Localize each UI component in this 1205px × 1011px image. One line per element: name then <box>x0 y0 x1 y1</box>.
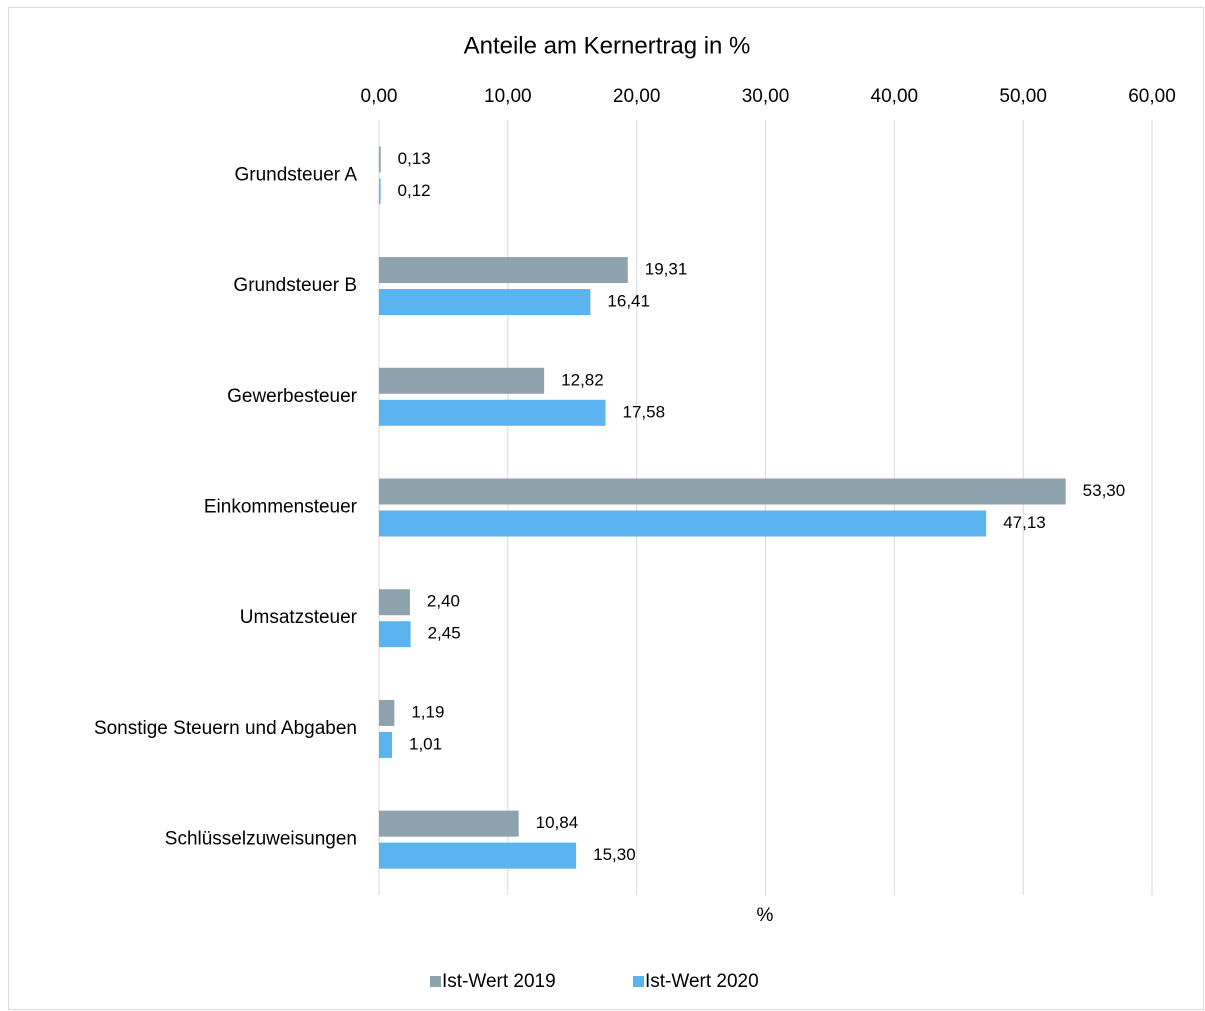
x-tick-label: 30,00 <box>742 86 790 107</box>
bar <box>379 842 577 869</box>
bar <box>379 810 519 837</box>
chart-border <box>8 7 1204 1010</box>
bar <box>379 731 393 758</box>
x-tick-label: 10,00 <box>484 86 532 107</box>
bar <box>379 510 987 537</box>
data-label: 53,30 <box>1083 481 1126 500</box>
bar <box>379 621 411 648</box>
y-tick-label: Gewerbesteuer <box>227 386 358 407</box>
legend-swatch <box>633 976 644 987</box>
x-axis-label: % <box>757 905 774 926</box>
data-label: 16,41 <box>607 292 650 311</box>
y-tick-label: Umsatzsteuer <box>240 607 358 628</box>
bar <box>379 478 1066 505</box>
data-label: 1,01 <box>409 734 442 753</box>
legend-swatch <box>430 976 441 987</box>
data-label: 19,31 <box>645 260 688 279</box>
bar <box>379 589 410 616</box>
bar <box>379 146 381 173</box>
data-label: 1,19 <box>411 702 444 721</box>
x-tick-label: 20,00 <box>613 86 661 107</box>
data-label: 2,40 <box>427 592 460 611</box>
bar <box>379 289 591 316</box>
y-tick-label: Sonstige Steuern und Abgaben <box>94 718 357 739</box>
data-label: 17,58 <box>622 402 665 421</box>
chart-title: Anteile am Kernertrag in % <box>464 32 751 59</box>
data-label: 0,12 <box>398 181 431 200</box>
data-label: 10,84 <box>536 813 579 832</box>
x-tick-label: 50,00 <box>999 86 1047 107</box>
bar <box>379 178 381 205</box>
legend-label: Ist-Wert 2019 <box>442 971 556 992</box>
data-label: 0,13 <box>398 149 431 168</box>
data-label: 15,30 <box>593 845 636 864</box>
y-tick-label: Schlüsselzuweisungen <box>165 829 357 850</box>
x-tick-label: 0,00 <box>361 86 398 107</box>
y-tick-label: Grundsteuer A <box>234 164 357 185</box>
data-label: 12,82 <box>561 370 604 389</box>
data-label: 2,45 <box>428 624 461 643</box>
x-tick-label: 60,00 <box>1128 86 1176 107</box>
data-label: 47,13 <box>1003 513 1046 532</box>
bar <box>379 699 395 726</box>
bar <box>379 399 606 426</box>
bar <box>379 367 545 394</box>
x-tick-label: 40,00 <box>871 86 919 107</box>
legend-label: Ist-Wert 2020 <box>645 971 759 992</box>
bar <box>379 257 628 284</box>
y-tick-label: Grundsteuer B <box>233 275 357 296</box>
y-tick-label: Einkommensteuer <box>204 497 358 518</box>
